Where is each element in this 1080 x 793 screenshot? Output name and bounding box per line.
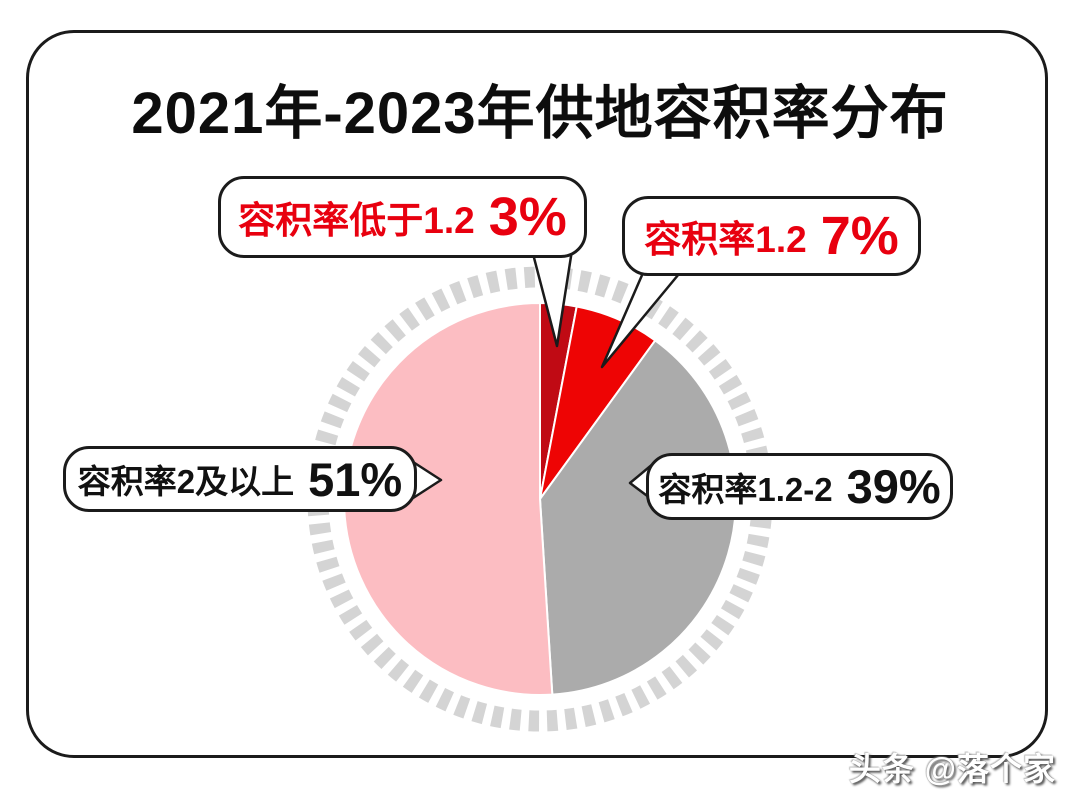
callout-label: 容积率2及以上 <box>77 463 295 500</box>
callout-percent: 3% <box>488 187 567 247</box>
pie-slice-2 <box>539 339 737 696</box>
watermark-brand: 头条 <box>848 751 915 787</box>
callout-slice-1.2: 容积率1.2 7% <box>622 196 921 276</box>
callout-label: 容积率低于1.2 <box>238 200 475 241</box>
callout-label: 容积率1.2 <box>644 219 807 260</box>
callout-slice-2-and-above: 容积率2及以上 51% <box>63 446 417 512</box>
watermark: 头条 @落个家 <box>849 744 1056 790</box>
callout-slice-1.2-2: 容积率1.2-2 39% <box>646 453 953 520</box>
callout-percent: 51% <box>308 452 403 506</box>
watermark-handle: @落个家 <box>924 751 1056 787</box>
callout-percent: 7% <box>820 206 899 266</box>
callout-label: 容积率1.2-2 <box>658 470 833 508</box>
pie-slices <box>343 302 737 696</box>
callout-slice-under-1.2: 容积率低于1.2 3% <box>218 176 587 258</box>
callout-percent: 39% <box>846 460 941 513</box>
chart-title: 2021年-2023年供地容积率分布 <box>131 81 949 146</box>
